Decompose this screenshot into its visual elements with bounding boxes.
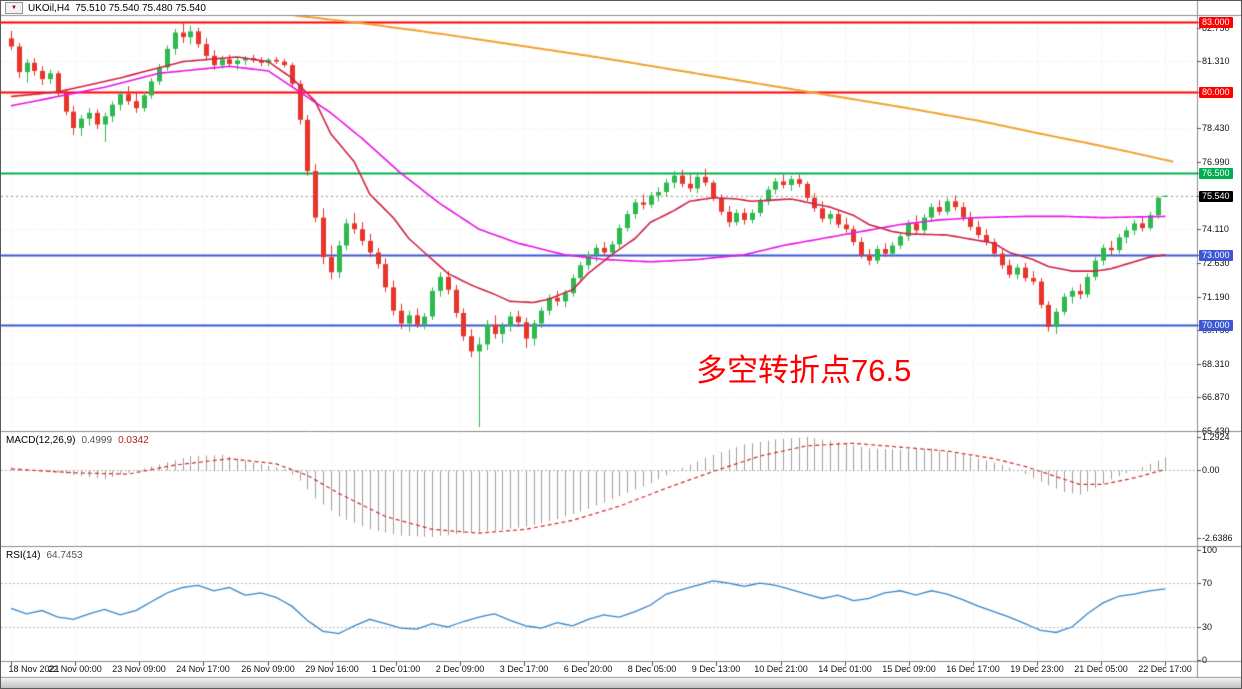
rsi-axis-label: 100 — [1202, 545, 1218, 555]
price-label: 72.630 — [1202, 258, 1230, 268]
symbol-label: UKOil,H4 — [28, 2, 70, 14]
time-label: 6 Dec 20:00 — [563, 664, 613, 674]
time-label: 21 Dec 05:00 — [1074, 664, 1128, 674]
macd-signal-value: 0.0342 — [118, 435, 149, 446]
bottom-strip — [1, 679, 1241, 688]
macd-axis-label: 0.00 — [1202, 465, 1220, 475]
symbol-ohlc-label: UKOil,H4 75.510 75.540 75.480 75.540 — [28, 3, 206, 14]
price-label: 82.750 — [1202, 23, 1230, 33]
rsi-axis-label: 0 — [1202, 655, 1208, 665]
chart-title-bar: ▼ UKOil,H4 75.510 75.540 75.480 75.540 — [5, 2, 206, 14]
rsi-axis-label: 30 — [1202, 622, 1213, 632]
price-label: 76.990 — [1202, 157, 1230, 167]
time-label: 10 Dec 21:00 — [754, 664, 808, 674]
symbol-dropdown-button[interactable]: ▼ — [5, 2, 23, 14]
price-level-badge: 76.500 — [1199, 168, 1233, 179]
time-label: 16 Dec 17:00 — [946, 664, 1000, 674]
price-label: 68.310 — [1202, 359, 1230, 369]
ohlc-values: 75.510 75.540 75.480 75.540 — [75, 2, 206, 14]
price-level-badge: 73.000 — [1199, 250, 1233, 261]
time-label: 22 Dec 17:00 — [1138, 664, 1192, 674]
time-label: 8 Dec 05:00 — [627, 664, 677, 674]
time-label: 9 Dec 13:00 — [691, 664, 741, 674]
price-level-badge: 80.000 — [1199, 87, 1233, 98]
time-label: 23 Nov 09:00 — [112, 664, 166, 674]
macd-label: MACD(12,26,9) — [6, 435, 76, 446]
time-label: 1 Dec 01:00 — [371, 664, 421, 674]
macd-axis-label: 1.2924 — [1202, 432, 1230, 442]
price-label: 65.430 — [1202, 426, 1230, 436]
time-scale[interactable]: 18 Nov 2021 22 Nov 00:00 23 Nov 09:00 24 No… — [1, 664, 1197, 677]
time-label: 22 Nov 00:00 — [48, 664, 102, 674]
macd-axis-label: -2.6386 — [1202, 533, 1233, 543]
time-label: 19 Dec 23:00 — [1010, 664, 1064, 674]
time-label: 3 Dec 17:00 — [499, 664, 549, 674]
time-label: 2 Dec 09:00 — [435, 664, 485, 674]
macd-value: 0.4999 — [81, 435, 113, 446]
price-level-badge: 70.000 — [1199, 320, 1233, 331]
price-label: 74.110 — [1202, 224, 1229, 234]
time-label: 24 Nov 17:00 — [176, 664, 230, 674]
rsi-value: 64.7453 — [46, 550, 83, 561]
rsi-pane-header: RSI(14) 64.7453 — [6, 550, 83, 561]
rsi-axis-label: 70 — [1202, 578, 1213, 588]
time-label: 18 Nov 2021 — [8, 664, 60, 674]
price-scale[interactable]: 82.750 81.310 78.430 76.990 74.110 72.630 71.1… — [1198, 1, 1241, 677]
time-label: 14 Dec 01:00 — [818, 664, 872, 674]
time-label: 29 Nov 16:00 — [305, 664, 359, 674]
time-label: 26 Nov 09:00 — [241, 664, 295, 674]
price-level-badge: 83.000 — [1199, 17, 1233, 28]
price-label: 78.430 — [1202, 123, 1230, 133]
price-level-badge: 75.540 — [1199, 191, 1233, 202]
rsi-label: RSI(14) — [6, 550, 41, 561]
price-label: 66.870 — [1202, 392, 1230, 402]
time-label: 15 Dec 09:00 — [882, 664, 936, 674]
price-label: 71.190 — [1202, 292, 1230, 302]
macd-pane-header: MACD(12,26,9) 0.4999 0.0342 — [6, 435, 149, 446]
price-label: 81.310 — [1202, 56, 1230, 66]
chevron-down-icon: ▼ — [11, 5, 17, 11]
chart-annotation: 多空转折点76.5 — [696, 353, 912, 388]
